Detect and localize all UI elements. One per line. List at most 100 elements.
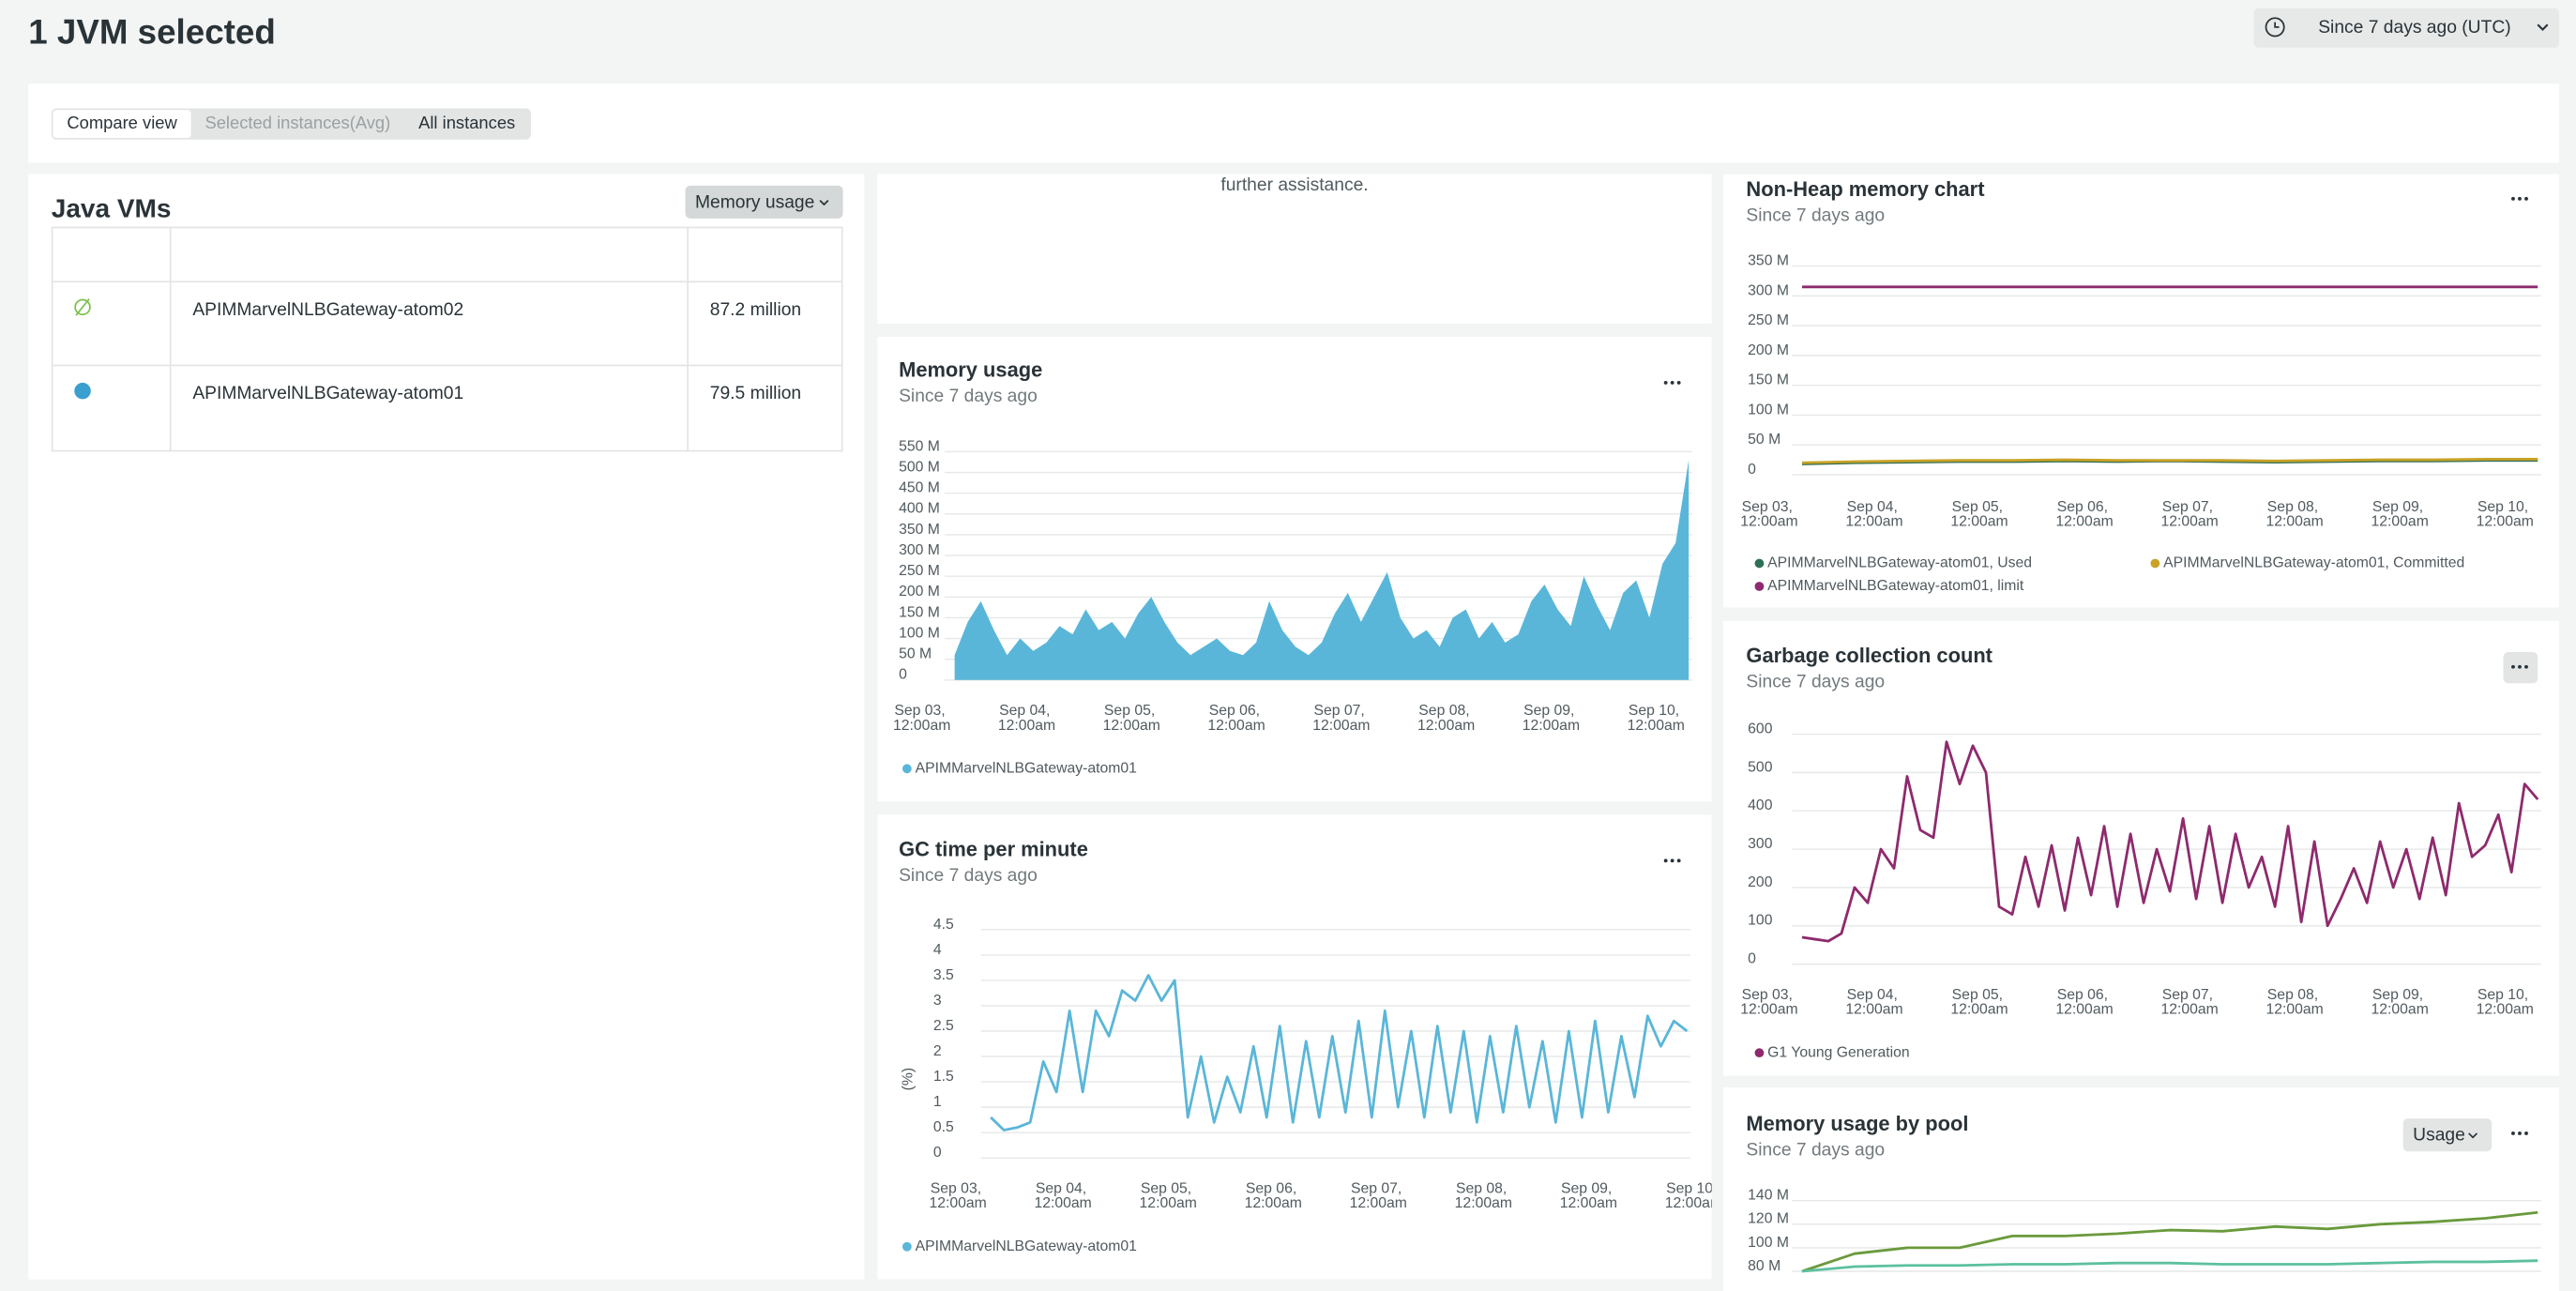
tab[interactable]: Selected instances(Avg)	[205, 113, 390, 132]
x-tick-line: Sep 06,	[2057, 499, 2113, 515]
menu-dot[interactable]	[1671, 858, 1674, 862]
x-tick-line: 12:00am	[1140, 1195, 1197, 1211]
x-tick-line: Sep 10,	[2478, 987, 2533, 1003]
x-tick-line: 12:00am	[1950, 1002, 2008, 1018]
x-tick-line: 12:00am	[1207, 718, 1265, 734]
y-tick-label: 3	[933, 993, 942, 1009]
menu-dot[interactable]	[2518, 197, 2522, 201]
x-tick-line: 12:00am	[893, 718, 950, 734]
legend-swatch	[1755, 1048, 1765, 1057]
tab[interactable]: All instances	[418, 113, 515, 132]
y-tick-label: 0	[1748, 462, 1756, 478]
x-tick-line: Sep 03,	[1742, 499, 1797, 515]
x-tick-line: Sep 09,	[2372, 987, 2428, 1003]
menu-dot[interactable]	[1664, 858, 1668, 862]
row-icon	[74, 383, 91, 400]
y-tick-label: 0	[899, 667, 907, 683]
menu-dot[interactable]	[2511, 665, 2515, 669]
tab[interactable]: Compare view	[67, 113, 177, 132]
y-tick-label: 50 M	[899, 646, 932, 662]
menu-dot[interactable]	[2524, 1132, 2528, 1135]
x-tick-label: Sep 09, 12:00am	[1523, 703, 1580, 734]
chart-panel: Garbage collection countSince 7 days ago…	[1723, 621, 2559, 1076]
x-tick-line: 12:00am	[1845, 1002, 1902, 1018]
y-tick-label: 250 M	[899, 563, 940, 579]
x-tick-line: 12:00am	[1350, 1195, 1407, 1211]
x-tick-line: 12:00am	[2160, 514, 2218, 530]
x-tick-label: Sep 05, 12:00am	[1140, 1181, 1197, 1212]
menu-dot[interactable]	[2518, 665, 2522, 669]
x-tick-label: Sep 08, 12:00am	[2265, 499, 2323, 530]
y-tick-label: 1.5	[933, 1069, 954, 1085]
panel-title: Java VMs	[52, 193, 172, 222]
x-tick-line: Sep 07,	[1314, 703, 1370, 719]
x-tick-line: Sep 09,	[2372, 499, 2428, 515]
x-tick-line: Sep 06,	[1209, 703, 1265, 719]
x-tick-line: Sep 08,	[2267, 499, 2323, 515]
y-tick-label: 0	[933, 1145, 942, 1161]
y-tick-label: 200	[1748, 874, 1773, 890]
x-tick-label: Sep 04, 12:00am	[1845, 499, 1902, 530]
menu-label[interactable]: Usage	[2413, 1126, 2465, 1146]
x-tick-line: 12:00am	[929, 1195, 986, 1211]
menu-dot[interactable]	[2511, 1132, 2515, 1135]
chart-subtitle: Since 7 days ago	[1746, 205, 1885, 225]
x-tick-line: Sep 04,	[1847, 499, 1902, 515]
y-tick-label: 0.5	[933, 1119, 954, 1135]
notice-text: further assistance.	[1220, 175, 1368, 195]
x-tick-line: 12:00am	[1845, 514, 1902, 530]
x-tick-line: Sep 07,	[2162, 499, 2218, 515]
menu-dot[interactable]	[2524, 197, 2528, 201]
x-tick-label: Sep 06, 12:00am	[2055, 499, 2113, 530]
time-range[interactable]: Since 7 days ago (UTC)	[2318, 18, 2510, 38]
legend-swatch	[2150, 559, 2159, 569]
chart-title: Garbage collection count	[1746, 644, 1993, 667]
x-tick-line: 12:00am	[2371, 514, 2429, 530]
time-picker[interactable]: Since 7 days ago (UTC)	[2253, 8, 2559, 48]
x-tick-line: 12:00am	[2265, 1002, 2323, 1018]
x-tick-line: Sep 05,	[1104, 703, 1159, 719]
x-tick-line: Sep 08,	[1418, 703, 1474, 719]
x-tick-line: Sep 06,	[2057, 987, 2113, 1003]
legend-label: APIMMarvelNLBGateway-atom01, limit	[1767, 578, 2024, 594]
x-tick-line: 12:00am	[1245, 1195, 1302, 1211]
menu-dot[interactable]	[2511, 197, 2515, 201]
y-tick-label: 150 M	[1748, 372, 1789, 388]
menu-dot[interactable]	[1677, 381, 1681, 385]
x-tick-line: Sep 04,	[999, 703, 1054, 719]
x-tick-line: Sep 06,	[1246, 1181, 1301, 1197]
x-tick-label: Sep 03, 12:00am	[1740, 499, 1797, 530]
chart-title: Non-Heap memory chart	[1746, 177, 1985, 201]
menu-dot[interactable]	[1677, 858, 1681, 862]
menu-dot[interactable]	[2524, 665, 2528, 669]
vm-name: APIMMarvelNLBGateway-atom01	[192, 384, 463, 403]
x-tick-label: Sep 09, 12:00am	[2371, 987, 2429, 1018]
y-tick-label: 450 M	[899, 480, 940, 496]
menu-dot[interactable]	[1671, 381, 1674, 385]
y-tick-label: 300 M	[1748, 282, 1789, 298]
x-tick-line: 12:00am	[1950, 514, 2008, 530]
menu-dot[interactable]	[2518, 1132, 2522, 1135]
legend-swatch	[902, 764, 912, 773]
chart-panel: Memory usageSince 7 days ago050 M100 M15…	[877, 337, 1711, 801]
y-tick-label: 250 M	[1748, 312, 1789, 328]
y-tick-label: 400 M	[899, 501, 940, 517]
x-tick-label: Sep 09, 12:00am	[2371, 499, 2429, 530]
x-tick-label: Sep 05, 12:00am	[1950, 499, 2008, 530]
x-tick-line: 12:00am	[2477, 514, 2534, 530]
x-tick-label: Sep 10, 12:00am	[2477, 987, 2534, 1018]
legend-label: APIMMarvelNLBGateway-atom01, Committed	[2163, 555, 2464, 571]
x-tick-line: 12:00am	[2265, 514, 2323, 530]
x-tick-label: Sep 04, 12:00am	[1845, 987, 1902, 1018]
y-tick-label: 4.5	[933, 917, 954, 933]
x-tick-label: Sep 03, 12:00am	[929, 1181, 986, 1212]
metric-dropdown-label[interactable]: Memory usage	[695, 192, 814, 212]
y-tick-label: 300 M	[899, 542, 940, 558]
menu-dot[interactable]	[1664, 381, 1668, 385]
x-tick-label: Sep 04, 12:00am	[998, 703, 1055, 734]
x-tick-line: 12:00am	[998, 718, 1055, 734]
y-axis-label: (%)	[901, 1068, 917, 1091]
y-tick-label: 300	[1748, 836, 1773, 852]
x-tick-line: 12:00am	[2055, 514, 2113, 530]
x-tick-line: 12:00am	[2160, 1002, 2218, 1018]
